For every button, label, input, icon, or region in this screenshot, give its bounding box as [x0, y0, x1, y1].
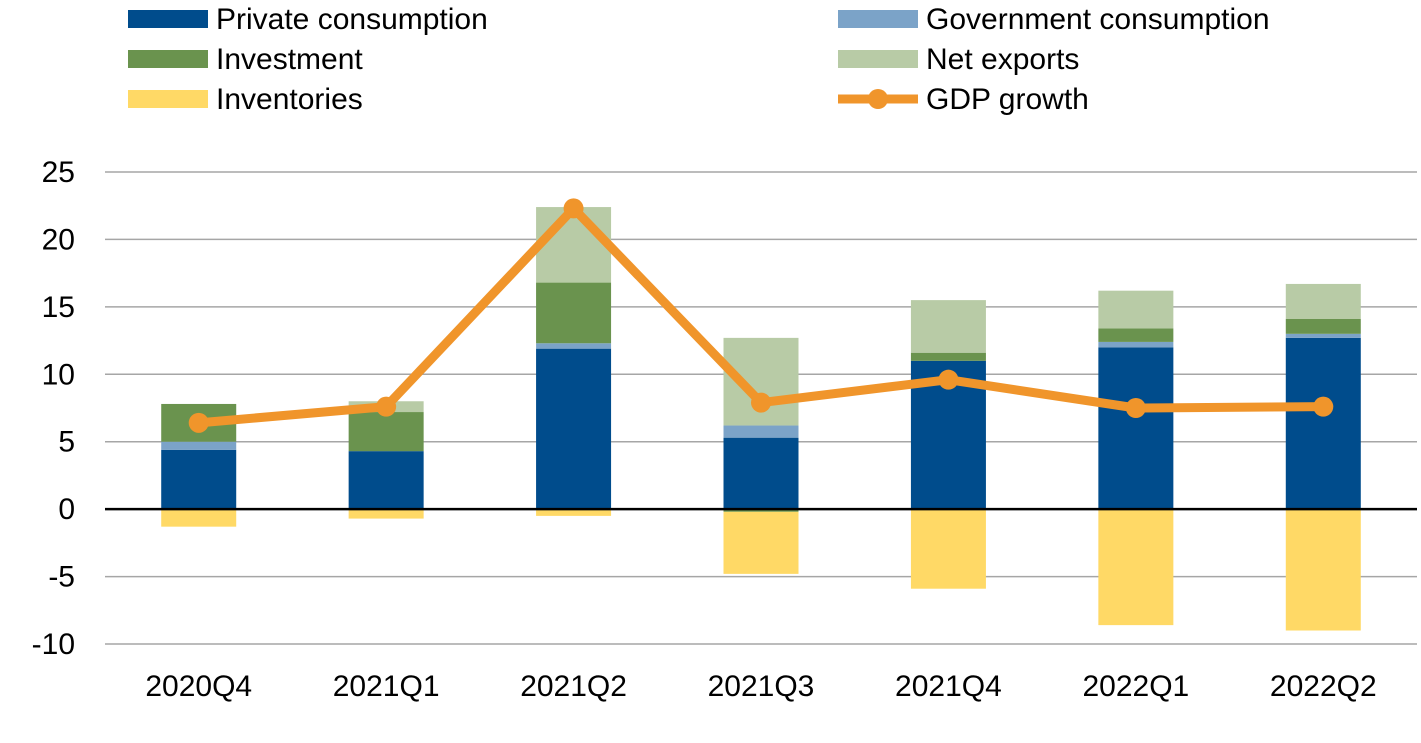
y-axis-tick-labels: -10 -5 0 5 10 15 20 25 — [32, 156, 75, 661]
bar-private-consumption — [1098, 347, 1174, 510]
bar-investment — [723, 509, 799, 512]
legend: Private consumption Government consumptio… — [128, 3, 1270, 116]
point-gdp-growth — [563, 198, 584, 219]
x-axis-tick-labels: 2020Q4 2021Q1 2021Q2 2021Q3 2021Q4 2022Q1 2022… — [145, 670, 1376, 703]
y-tick-label: 10 — [42, 358, 75, 391]
x-tick-label: 2022Q2 — [1270, 670, 1377, 703]
legend-label-net-exports: Net exports — [926, 43, 1079, 76]
bar-inventories — [348, 509, 424, 519]
y-tick-label: 0 — [58, 493, 75, 526]
point-gdp-growth — [188, 412, 209, 433]
bar-government-consumption — [1285, 333, 1361, 338]
bar-inventories — [723, 511, 799, 574]
bar-net-exports — [1285, 283, 1361, 319]
bar-government-consumption — [723, 425, 799, 438]
point-gdp-growth — [376, 396, 397, 417]
point-gdp-growth — [751, 392, 771, 413]
x-tick-label: 2021Q4 — [895, 670, 1002, 703]
legend-swatch-private-consumption — [128, 10, 208, 28]
legend-label-gdp-growth: GDP growth — [926, 83, 1089, 116]
bar-investment — [536, 282, 612, 344]
bar-inventories — [161, 509, 237, 527]
y-tick-label: -10 — [32, 628, 75, 661]
x-tick-label: 2020Q4 — [145, 670, 252, 703]
y-tick-label: 5 — [58, 426, 75, 459]
legend-swatch-net-exports — [838, 50, 918, 68]
point-gdp-growth — [1313, 396, 1334, 417]
legend-label-inventories: Inventories — [216, 83, 363, 116]
bar-inventories — [1285, 509, 1361, 631]
x-tick-label: 2021Q3 — [708, 670, 815, 703]
bar-government-consumption — [1098, 341, 1174, 348]
legend-label-government-consumption: Government consumption — [926, 3, 1270, 36]
y-tick-label: 20 — [42, 223, 75, 256]
x-tick-label: 2021Q1 — [333, 670, 440, 703]
bar-inventories — [1098, 509, 1174, 626]
legend-label-investment: Investment — [216, 43, 363, 76]
bar-inventories — [910, 509, 986, 589]
bar-private-consumption — [348, 451, 424, 510]
bar-private-consumption — [723, 437, 799, 510]
legend-swatch-government-consumption — [838, 10, 918, 28]
bar-net-exports — [910, 300, 986, 353]
y-tick-label: 15 — [42, 291, 75, 324]
legend-marker-gdp-growth — [868, 89, 888, 109]
legend-swatch-investment — [128, 50, 208, 68]
bar-investment — [1285, 318, 1361, 334]
bar-net-exports — [536, 207, 612, 283]
point-gdp-growth — [938, 369, 959, 390]
legend-swatch-inventories — [128, 90, 208, 108]
y-tick-label: 25 — [42, 156, 75, 189]
bar-private-consumption — [161, 449, 237, 510]
bar-investment — [1098, 328, 1174, 342]
gdp-growth-line — [188, 198, 1334, 433]
bar-inventories — [536, 509, 612, 516]
bar-private-consumption — [1285, 337, 1361, 510]
point-gdp-growth — [1125, 398, 1146, 418]
bar-investment — [910, 352, 986, 361]
legend-label-private-consumption: Private consumption — [216, 3, 488, 36]
bar-private-consumption — [536, 348, 612, 510]
bar-net-exports — [1098, 290, 1174, 329]
bars — [161, 207, 1361, 631]
bar-investment — [348, 412, 424, 452]
bar-government-consumption — [536, 343, 612, 349]
bar-government-consumption — [161, 441, 237, 450]
y-tick-label: -5 — [48, 561, 75, 594]
x-tick-label: 2022Q1 — [1082, 670, 1189, 703]
x-tick-label: 2021Q2 — [520, 670, 627, 703]
